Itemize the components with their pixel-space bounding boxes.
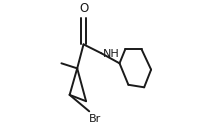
Text: O: O [79,2,88,15]
Text: Br: Br [89,114,101,124]
Text: NH: NH [103,49,120,59]
